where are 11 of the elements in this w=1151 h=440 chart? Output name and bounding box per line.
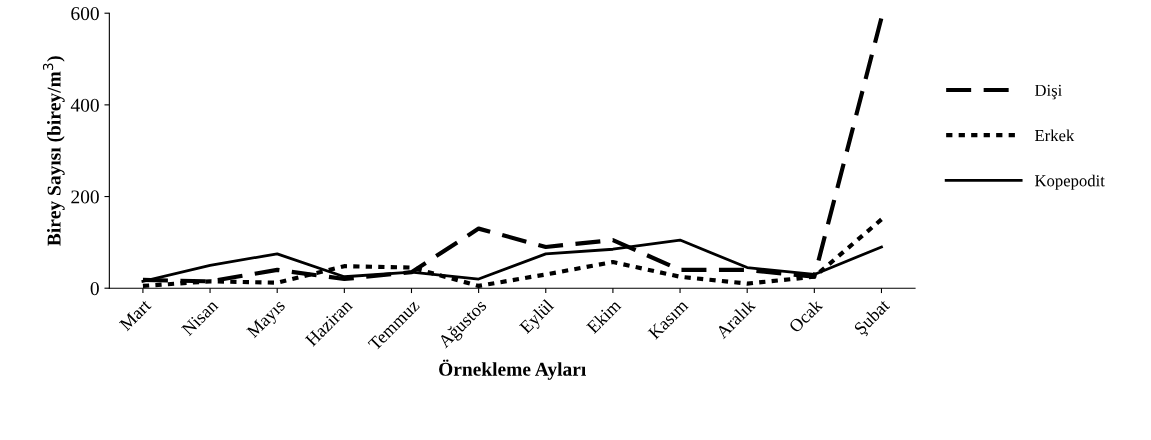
- y-tick-label: 0: [90, 282, 99, 296]
- y-tick-label: 400: [70, 98, 99, 112]
- x-tick-label: Ocak: [787, 297, 824, 334]
- y-tick-label: 200: [71, 190, 99, 204]
- legend-label: Kopepodit: [1034, 174, 1105, 190]
- legend-label: Dişi: [1034, 84, 1062, 100]
- x-axis-title: Örnekleme Ayları: [439, 359, 586, 380]
- legend-label: Erkek: [1034, 129, 1075, 142]
- y-axis-title: Birey Sayısı (birey/m$^{3}$): [42, 56, 65, 246]
- x-tick-label: Mart: [118, 298, 152, 332]
- y-tick-label: 600: [71, 7, 99, 21]
